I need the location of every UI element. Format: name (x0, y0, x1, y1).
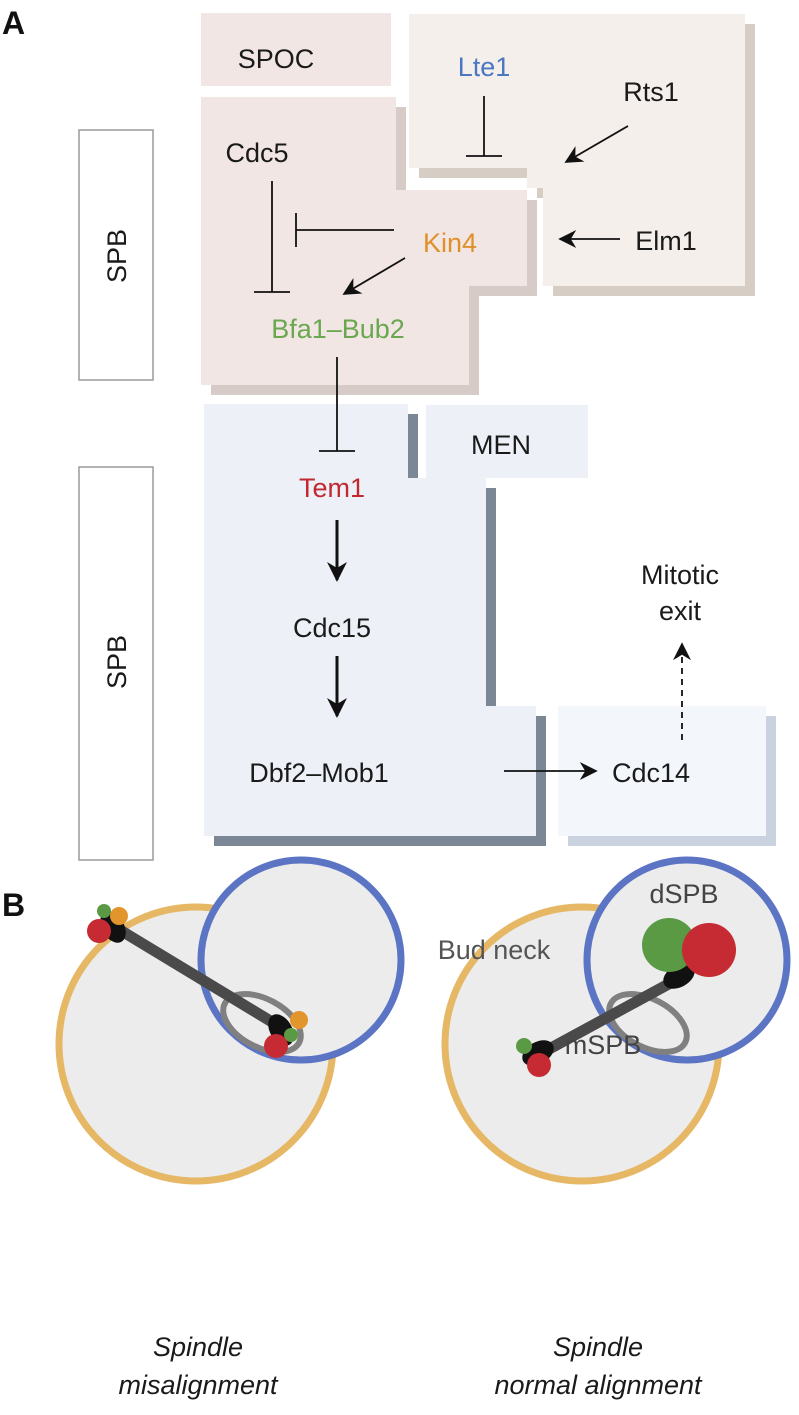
mitotic-exit-label-line1: Mitotic (641, 560, 719, 590)
mspb-label: mSPB (565, 1030, 642, 1060)
spb-orange-dot-left-1 (110, 907, 128, 925)
spoc-main-box (201, 97, 537, 395)
dspb-red-dot (682, 923, 736, 977)
cdc5-label: Cdc5 (225, 138, 288, 168)
right-caption-line1: Spindle (553, 1332, 643, 1362)
spindle-left (109, 921, 288, 1034)
cell-misaligned (55, 856, 405, 1185)
bud-neck-ring-left (220, 991, 304, 1055)
men-label: MEN (471, 430, 531, 460)
men-main-box (204, 404, 546, 846)
tem1-label: Tem1 (299, 473, 365, 503)
elm1-label: Elm1 (635, 226, 697, 256)
panel-a-label: A (2, 5, 25, 41)
rts1-activation-arrow (564, 125, 629, 163)
men-label-box (426, 405, 588, 478)
mitotic-exit-label-line2: exit (659, 596, 702, 626)
spb-label-top: SPB (102, 229, 132, 283)
lte1-label: Lte1 (458, 52, 511, 82)
spoc-box (201, 13, 391, 86)
mspb-red-dot (527, 1053, 551, 1077)
left-caption-line2: misalignment (118, 1370, 279, 1400)
cell-normal (441, 856, 791, 1185)
panel-b-label: B (2, 887, 25, 923)
spb-red-dot-left-2 (264, 1034, 288, 1058)
spindle-right (534, 974, 682, 1060)
bfa1-bub2-label: Bfa1–Bub2 (271, 314, 405, 344)
dspb-label: dSPB (649, 879, 718, 909)
left-caption-line1: Spindle (153, 1332, 243, 1362)
spb-label-bottom: SPB (102, 635, 132, 689)
rts1-label: Rts1 (623, 77, 679, 107)
spb-green-dot-left-2 (284, 1028, 298, 1042)
bud-neck-ring-right (606, 991, 690, 1055)
spb-orange-dot-left-2 (290, 1011, 308, 1029)
spb-red-dot-left-1 (87, 919, 111, 943)
kin4-inhibition-edge (295, 213, 394, 247)
kin4-activation-arrow (342, 257, 406, 295)
spb-green-dot-left-1 (97, 904, 111, 918)
mspb-green-dot (516, 1038, 532, 1054)
dspb-green-dot (642, 918, 696, 972)
spb-box-bottom (78, 466, 154, 861)
bud-neck-label: Bud neck (438, 935, 551, 965)
right-caption-line2: normal alignment (494, 1370, 703, 1400)
bfa1-bub2-inhibition-edge (319, 357, 355, 452)
spoc-label: SPOC (238, 44, 315, 74)
spb-box-top (78, 129, 154, 381)
lte1-inhibition-edge (466, 96, 502, 157)
cdc5-inhibition-edge (254, 181, 290, 293)
cdc14-label: Cdc14 (612, 758, 690, 788)
kin4-label: Kin4 (423, 228, 477, 258)
cdc15-label: Cdc15 (293, 613, 371, 643)
dbf2-mob1-label: Dbf2–Mob1 (249, 758, 389, 788)
